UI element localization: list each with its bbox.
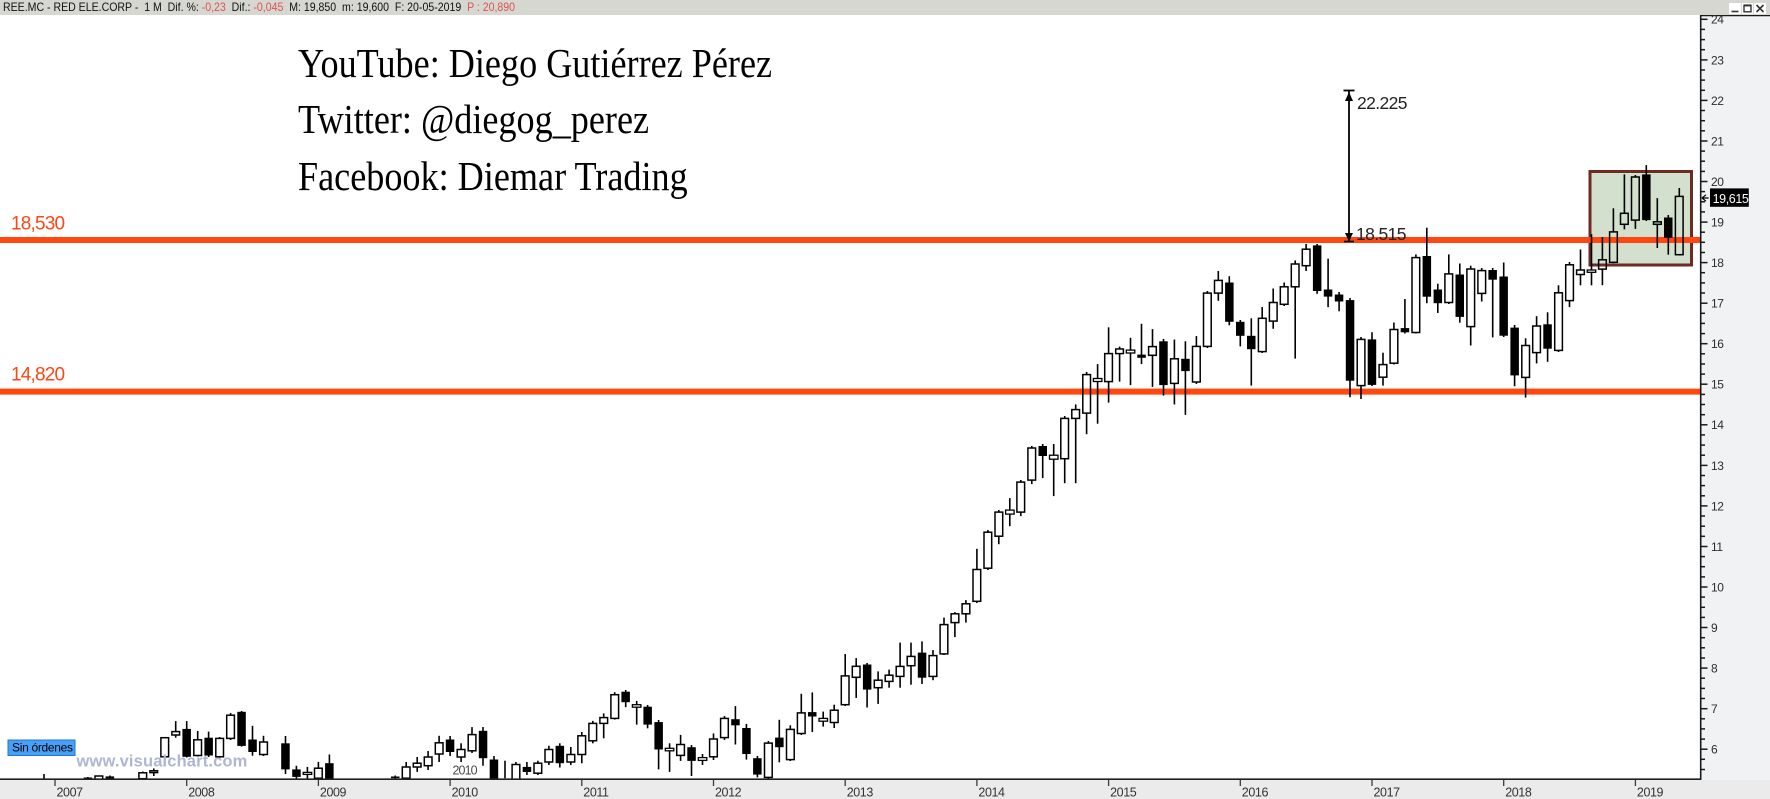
svg-text:21: 21 xyxy=(1711,134,1724,148)
svg-text:11: 11 xyxy=(1711,540,1723,554)
svg-text:2017: 2017 xyxy=(1374,786,1401,799)
svg-text:14,820: 14,820 xyxy=(11,365,65,386)
svg-text:20: 20 xyxy=(1711,175,1724,189)
svg-text:2014: 2014 xyxy=(978,786,1005,799)
svg-text:2016: 2016 xyxy=(1242,786,1269,799)
svg-text:18,530: 18,530 xyxy=(11,214,65,235)
svg-text:2013: 2013 xyxy=(847,786,874,799)
svg-text:Sin órdenes: Sin órdenes xyxy=(12,741,73,755)
svg-text:7: 7 xyxy=(1711,702,1718,716)
svg-text:8: 8 xyxy=(1711,662,1718,676)
svg-text:12: 12 xyxy=(1711,499,1724,513)
svg-text:10: 10 xyxy=(1711,580,1724,594)
svg-text:2015: 2015 xyxy=(1110,786,1137,799)
svg-text:17: 17 xyxy=(1711,297,1724,311)
svg-text:15: 15 xyxy=(1711,378,1724,392)
svg-text:2012: 2012 xyxy=(715,786,742,799)
svg-text:16: 16 xyxy=(1711,337,1724,351)
svg-text:6: 6 xyxy=(1711,743,1718,757)
svg-text:22.225: 22.225 xyxy=(1357,93,1407,113)
svg-text:14: 14 xyxy=(1711,418,1724,432)
svg-text:18.515: 18.515 xyxy=(1356,224,1406,244)
svg-text:13: 13 xyxy=(1711,459,1724,473)
svg-text:2010: 2010 xyxy=(453,764,478,778)
svg-text:24: 24 xyxy=(1711,13,1724,27)
svg-text:2007: 2007 xyxy=(57,786,84,799)
svg-text:2019: 2019 xyxy=(1637,786,1664,799)
svg-text:2018: 2018 xyxy=(1505,786,1532,799)
svg-text:22: 22 xyxy=(1711,94,1724,108)
svg-text:2010: 2010 xyxy=(452,786,479,799)
svg-text:19,615: 19,615 xyxy=(1713,192,1749,206)
svg-text:2008: 2008 xyxy=(188,786,215,799)
svg-text:www.visualchart.com: www.visualchart.com xyxy=(76,753,248,771)
svg-text:2011: 2011 xyxy=(583,786,609,799)
svg-text:9: 9 xyxy=(1711,621,1718,635)
svg-text:23: 23 xyxy=(1711,53,1724,67)
svg-text:18: 18 xyxy=(1711,256,1724,270)
svg-text:2009: 2009 xyxy=(320,786,347,799)
svg-text:19: 19 xyxy=(1711,216,1724,230)
